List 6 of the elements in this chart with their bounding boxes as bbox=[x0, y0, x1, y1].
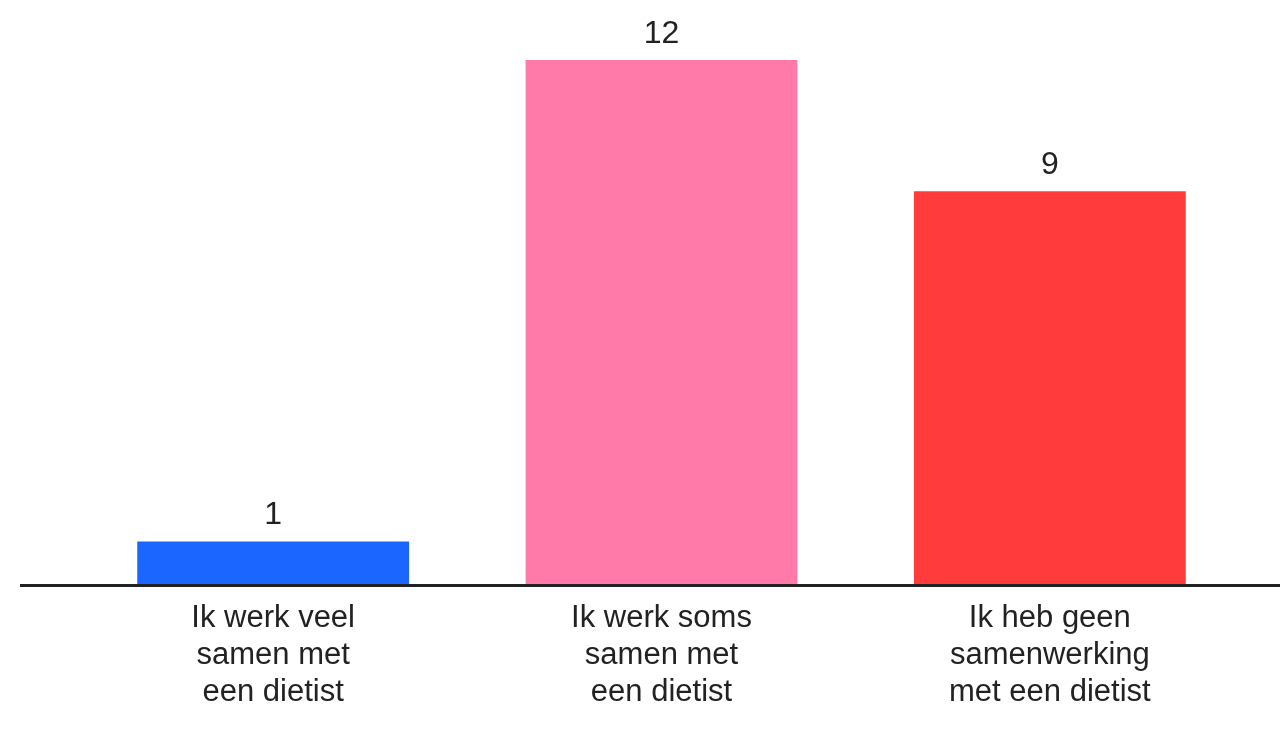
x-tick-label: Ik heb geen samenwerking met een dietist bbox=[949, 598, 1152, 708]
data-label: 9 bbox=[1040, 145, 1059, 182]
data-label: 1 bbox=[264, 495, 283, 532]
data-label: 12 bbox=[643, 13, 680, 50]
x-tick-label: Ik werk soms samen met een dietist bbox=[571, 598, 752, 708]
x-tick-label: Ik werk veel samen met een dietist bbox=[191, 598, 355, 708]
